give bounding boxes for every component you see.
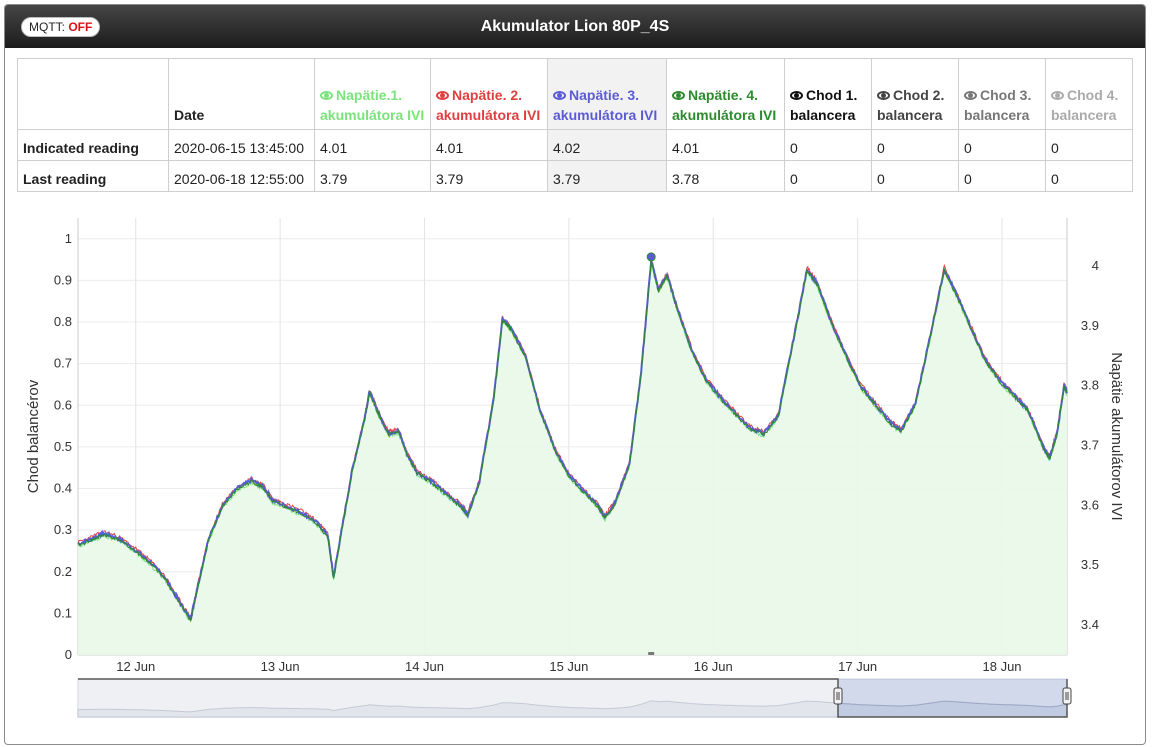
eye-icon[interactable] <box>672 91 685 100</box>
eye-icon[interactable] <box>877 91 890 100</box>
eye-icon[interactable] <box>553 91 566 100</box>
x-tick-label: 14 Jun <box>405 659 444 674</box>
table-cell: 4.01 <box>430 129 548 161</box>
header-blank <box>17 58 169 130</box>
table-cell: 2020-06-15 13:45:00 <box>168 129 315 161</box>
table-cell: 0 <box>784 160 872 192</box>
x-tick-label: 13 Jun <box>261 659 300 674</box>
title-bar: Akumulator Lion 80P_4S MQTT: OFF <box>5 5 1145 48</box>
y-right-tick-label: 3.8 <box>1081 378 1099 393</box>
y-left-tick-label: 0.5 <box>54 439 72 454</box>
header-balancer-3-label: Chod 3. balancera <box>964 87 1032 123</box>
table-cell: 0 <box>871 160 959 192</box>
indicated-reading-marker <box>646 252 656 262</box>
x-tick-label: 17 Jun <box>838 659 877 674</box>
y-right-tick-label: 3.7 <box>1081 437 1099 452</box>
mqtt-label: MQTT: <box>29 20 65 34</box>
table-cell: 3.79 <box>547 160 667 192</box>
header-balancer-2-label: Chod 2. balancera <box>877 87 945 123</box>
mqtt-state: OFF <box>68 20 93 34</box>
eye-icon[interactable] <box>790 91 803 100</box>
header-date: Date <box>168 58 315 130</box>
table-cell: 3.78 <box>666 160 785 192</box>
eye-icon[interactable] <box>964 91 977 100</box>
table-cell: 0 <box>958 160 1046 192</box>
mqtt-status-badge[interactable]: MQTT: OFF <box>21 17 101 37</box>
series-1-area <box>78 261 1067 655</box>
y-left-axis-title: Chod balancérov <box>25 379 42 493</box>
x-tick-label: 16 Jun <box>694 659 733 674</box>
navigator-mask <box>78 679 838 717</box>
y-right-tick-label: 3.4 <box>1081 617 1099 632</box>
y-right-tick-label: 3.6 <box>1081 497 1099 512</box>
table-cell: 2020-06-18 12:55:00 <box>168 160 315 192</box>
y-left-tick-label: 0.2 <box>54 564 72 579</box>
header-series-3-label: Napätie. 3. akumulátora IVI <box>553 87 658 123</box>
navigator-selection <box>838 679 1067 717</box>
header-balancer-3[interactable]: Chod 3. balancera <box>958 58 1046 130</box>
header-balancer-2[interactable]: Chod 2. balancera <box>871 58 959 130</box>
page-title: Akumulator Lion 80P_4S <box>480 18 670 35</box>
table-cell: 4.01 <box>314 129 431 161</box>
navigator-series <box>77 700 1068 718</box>
table-cell: 4.01 <box>666 129 785 161</box>
indicated-reading-tick <box>648 652 655 655</box>
header-series-2-label: Napätie. 2. akumulátora IVI <box>436 87 541 123</box>
navigator-handle-left[interactable] <box>833 687 843 705</box>
readings-table: Date Napätie.1. akumulátora IVI Napätie.… <box>17 58 1133 192</box>
header-series-1[interactable]: Napätie.1. akumulátora IVI <box>314 58 431 130</box>
y-right-tick-label: 3.9 <box>1081 318 1099 333</box>
y-left-tick-label: 1 <box>65 231 72 246</box>
y-right-tick-label: 3.5 <box>1081 557 1099 572</box>
header-series-1-label: Napätie.1. akumulátora IVI <box>320 87 425 123</box>
y-left-tick-label: 0.7 <box>54 356 72 371</box>
header-balancer-4-label: Chod 4. balancera <box>1051 87 1119 123</box>
series-line-4 <box>77 260 1068 623</box>
x-tick-label: 18 Jun <box>983 659 1022 674</box>
navigator-handle-right[interactable] <box>1062 687 1072 705</box>
table-row: Indicated reading 2020-06-15 13:45:00 4.… <box>17 129 1133 161</box>
table-cell: 4.02 <box>547 129 667 161</box>
table-header-row: Date Napätie.1. akumulátora IVI Napätie.… <box>17 58 1133 130</box>
y-left-tick-label: 0.1 <box>54 605 72 620</box>
table-cell: 0 <box>1045 160 1133 192</box>
eye-icon[interactable] <box>436 91 449 100</box>
x-tick-label: 12 Jun <box>116 659 155 674</box>
table-row: Last reading 2020-06-18 12:55:00 3.79 3.… <box>17 160 1133 192</box>
series-line-3 <box>77 260 1068 621</box>
y-left-tick-label: 0.6 <box>54 397 72 412</box>
header-balancer-1[interactable]: Chod 1. balancera <box>784 58 872 130</box>
table-cell: 3.79 <box>430 160 548 192</box>
header-series-2[interactable]: Napätie. 2. akumulátora IVI <box>430 58 548 130</box>
header-balancer-1-label: Chod 1. balancera <box>790 87 858 123</box>
y-right-tick-label: 4 <box>1092 258 1099 273</box>
header-series-4[interactable]: Napätie. 4. akumulátora IVI <box>666 58 785 130</box>
y-left-tick-label: 0.3 <box>54 522 72 537</box>
y-left-tick-label: 0.4 <box>54 481 72 496</box>
header-series-3[interactable]: Napätie. 3. akumulátora IVI <box>547 58 667 130</box>
eye-icon[interactable] <box>1051 91 1064 100</box>
x-tick-label: 15 Jun <box>549 659 588 674</box>
eye-icon[interactable] <box>320 91 333 100</box>
header-series-4-label: Napätie. 4. akumulátora IVI <box>672 87 777 123</box>
y-left-tick-label: 0 <box>65 647 72 662</box>
table-cell: 3.79 <box>314 160 431 192</box>
table-cell: 0 <box>1045 129 1133 161</box>
y-left-tick-label: 0.9 <box>54 272 72 287</box>
row-label: Indicated reading <box>17 129 169 161</box>
y-left-tick-label: 0.8 <box>54 314 72 329</box>
y-right-axis-title: Napätie akumulátorov IVI <box>1108 352 1125 520</box>
